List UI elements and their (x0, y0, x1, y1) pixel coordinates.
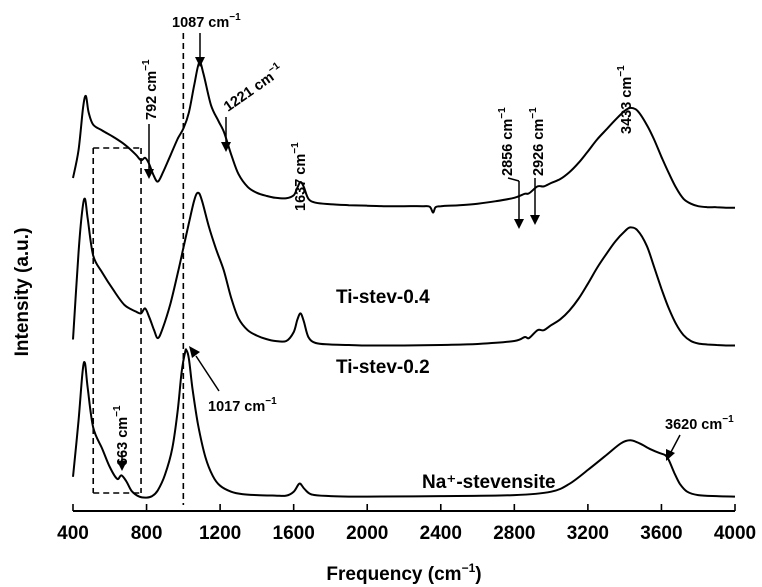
annotation-1637: 1637 cm−1 (290, 142, 309, 211)
annotation-1087: 1087 cm−1 (172, 12, 241, 31)
annotation-2856: 2856 cm−1 (497, 107, 516, 176)
series-line-2 (72, 348, 736, 499)
annotation-arrow-3620 (666, 434, 681, 461)
series-line-0 (72, 61, 735, 214)
x-tick-label-2800: 2800 (493, 523, 535, 544)
y-axis-title: Intensity (a.u.) (12, 228, 33, 357)
x-tick-label-3200: 3200 (567, 523, 609, 544)
annotation-arrow-1221 (221, 117, 231, 152)
annotation-arrow-2856 (507, 177, 524, 229)
guide-lines (92, 33, 185, 505)
annotation-arrow-1087 (195, 33, 205, 67)
x-tick-label-4000: 4000 (714, 523, 756, 544)
annotation-arrow-2926 (530, 178, 540, 225)
annotation-663: 663 cm−1 (112, 405, 131, 466)
annotation-3433: 3433 cm−1 (616, 65, 635, 134)
series-label-na-stevensite: Na⁺-stevensite (422, 472, 556, 493)
annotation-3620: 3620 cm−1 (665, 414, 734, 433)
x-tick-label-3600: 3600 (640, 523, 682, 544)
x-axis-ticks: 400 800 1200 1600 2000 2400 2800 3200 3600 4000 (57, 504, 756, 544)
annotation-792: 792 cm−1 (141, 59, 160, 120)
annotation-arrow-792 (144, 124, 154, 179)
series-line-1 (72, 191, 735, 347)
annotation-arrow-1017 (189, 346, 220, 392)
x-tick-label-2400: 2400 (420, 523, 462, 544)
x-tick-label-1600: 1600 (273, 523, 315, 544)
x-tick-label-800: 800 (131, 523, 163, 544)
annotation-1221: 1221 cm−1 (219, 60, 286, 115)
annotation-arrow-663 (117, 452, 127, 471)
x-tick-label-400: 400 (57, 523, 89, 544)
series-label-ti-stev-0-4: Ti-stev-0.4 (336, 287, 430, 308)
x-tick-label-2000: 2000 (346, 523, 388, 544)
spectra (72, 61, 736, 499)
annotation-1017: 1017 cm−1 (208, 396, 277, 415)
x-tick-label-1200: 1200 (199, 523, 241, 544)
annotation-2926: 2926 cm−1 (528, 107, 547, 176)
x-axis-title: Frequency (cm−1) (326, 561, 481, 585)
series-label-ti-stev-0-2: Ti-stev-0.2 (336, 357, 430, 378)
